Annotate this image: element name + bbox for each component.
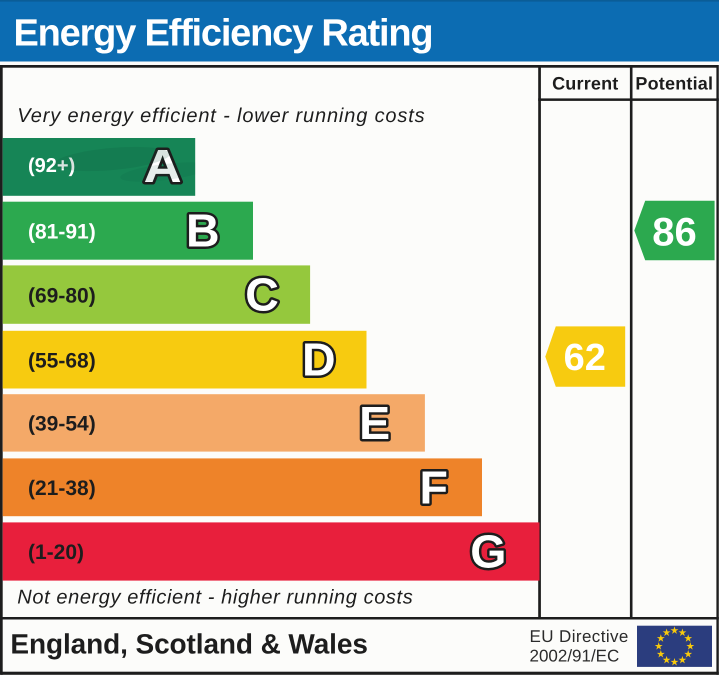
svg-text:England, Scotland & Wales: England, Scotland & Wales bbox=[10, 629, 367, 660]
svg-text:D: D bbox=[302, 334, 336, 386]
svg-text:E: E bbox=[359, 397, 390, 449]
svg-text:2002/91/EC: 2002/91/EC bbox=[530, 647, 620, 666]
svg-text:B: B bbox=[186, 205, 220, 257]
svg-text:(55-68): (55-68) bbox=[28, 349, 96, 372]
svg-text:Very energy efficient - lower: Very energy efficient - lower running co… bbox=[17, 105, 425, 127]
svg-text:62: 62 bbox=[564, 337, 606, 379]
svg-text:G: G bbox=[470, 526, 506, 578]
svg-text:(81-91): (81-91) bbox=[28, 220, 96, 243]
svg-text:C: C bbox=[245, 269, 279, 321]
svg-text:Energy Efficiency Rating: Energy Efficiency Rating bbox=[14, 12, 433, 54]
svg-text:Potential: Potential bbox=[635, 74, 713, 94]
svg-text:(69-80): (69-80) bbox=[28, 284, 96, 307]
svg-text:(1-20): (1-20) bbox=[28, 541, 84, 564]
svg-text:(92+): (92+) bbox=[28, 155, 75, 177]
svg-text:Not energy efficient - higher: Not energy efficient - higher running co… bbox=[17, 586, 413, 608]
svg-text:A: A bbox=[144, 140, 182, 192]
svg-text:F: F bbox=[419, 461, 447, 513]
svg-text:(39-54): (39-54) bbox=[28, 413, 96, 436]
svg-text:(21-38): (21-38) bbox=[28, 477, 96, 500]
svg-text:Current: Current bbox=[552, 74, 618, 94]
svg-text:EU Directive: EU Directive bbox=[530, 627, 629, 646]
svg-text:86: 86 bbox=[652, 211, 697, 255]
